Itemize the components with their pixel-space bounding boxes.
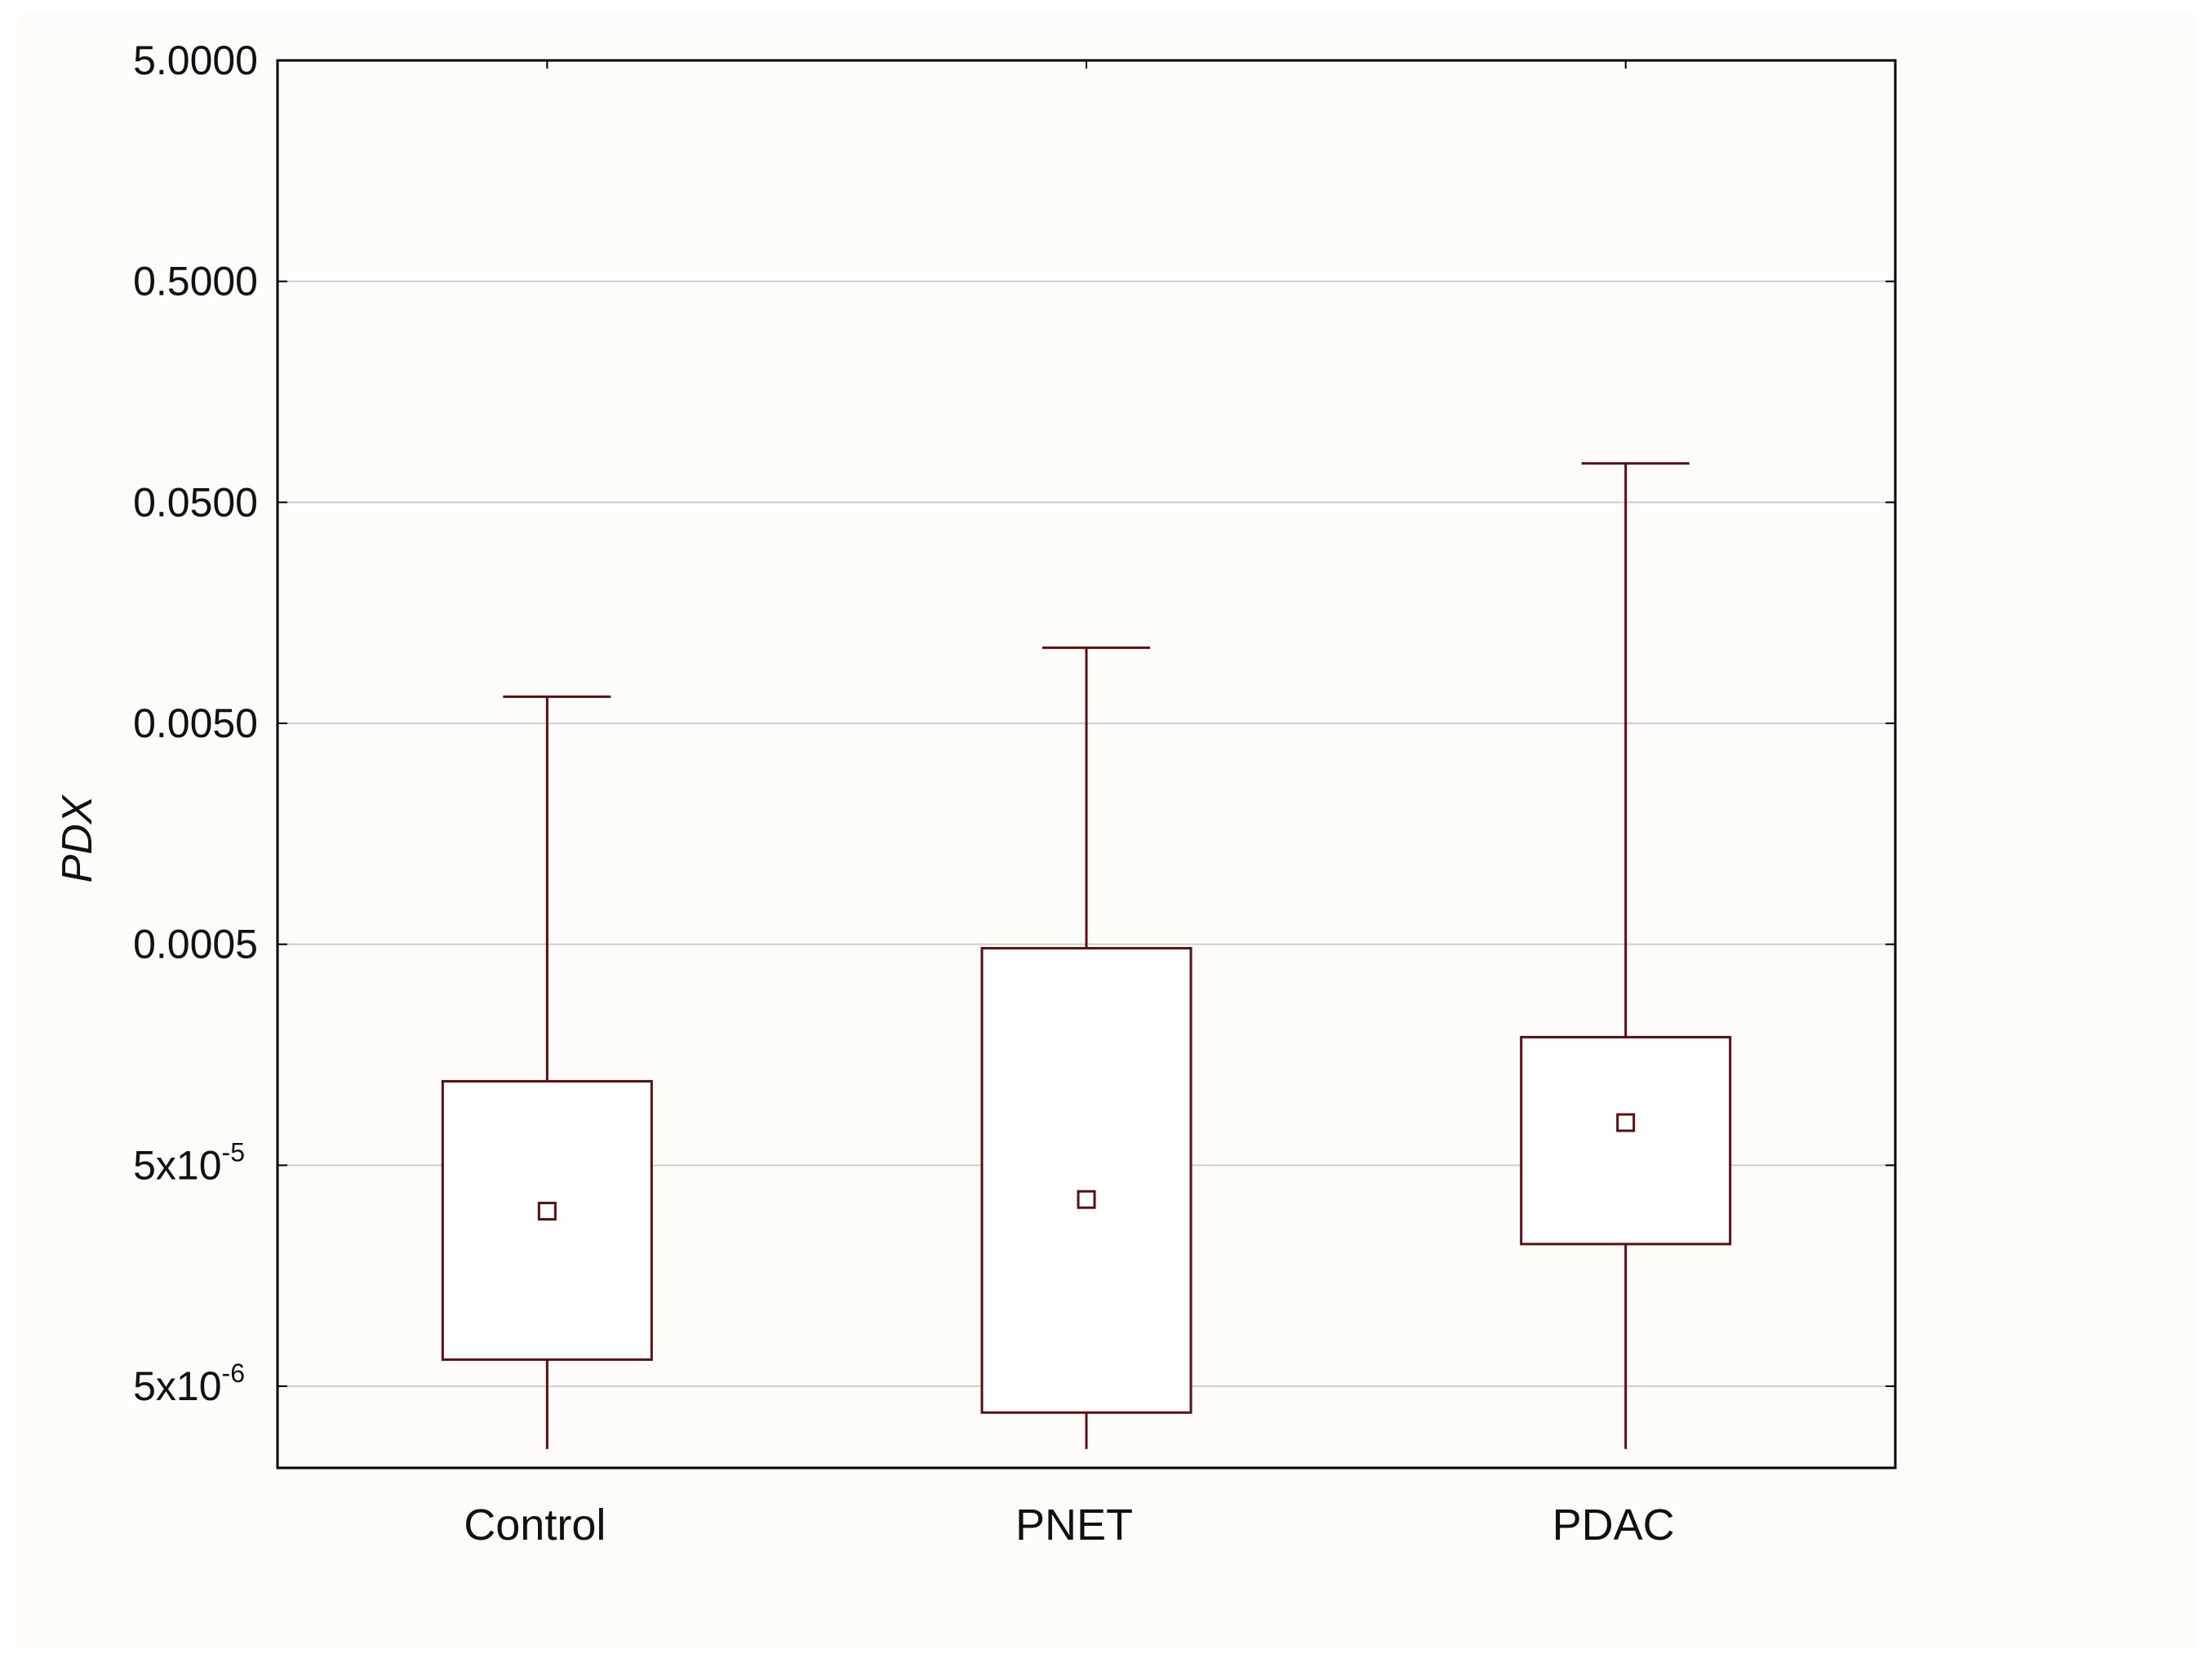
box-series (441, 462, 1732, 1449)
box-pnet (980, 646, 1193, 1449)
box-plot-chart: 5.00000.50000.05000.00500.00055x10-55x10… (54, 38, 1897, 1550)
x-category-label: PNET (1015, 1501, 1133, 1550)
median-marker (1616, 1113, 1636, 1132)
median-marker (1077, 1189, 1096, 1209)
y-tick-label: 5x10-6 (133, 1358, 245, 1409)
box-control (441, 695, 653, 1449)
y-tick-label: 0.0005 (133, 922, 258, 967)
y-tick-label-exponent: -5 (222, 1137, 245, 1167)
box-iqr (1520, 1035, 1732, 1246)
y-tick-label: 5.0000 (133, 38, 258, 83)
chart-frame: 5.0000 0.5000 0.0500 0.0050 0.0005 5x10-5 5x10… (18, 15, 2196, 1647)
median-marker (537, 1202, 557, 1221)
y-tick-label: 0.0050 (133, 700, 258, 746)
box-iqr (980, 946, 1193, 1414)
y-tick-label-base: 5x10 (133, 1142, 221, 1188)
y-tick-label-base: 5x10 (133, 1363, 221, 1409)
x-category-label: Control (464, 1501, 606, 1550)
y-tick-label: 0.5000 (133, 259, 258, 305)
x-category-labels: Control PNET PDAC (464, 60, 1675, 1550)
x-category-label: PDAC (1552, 1501, 1675, 1550)
y-tick-label: 0.0500 (133, 479, 258, 525)
y-ticks: 5.00000.50000.05000.00500.00055x10-55x10… (133, 38, 1895, 1409)
y-axis-title: PDX (54, 794, 101, 883)
y-tick-label: 5x10-5 (133, 1137, 245, 1188)
y-tick-label-exponent: -6 (222, 1358, 245, 1388)
box-pdac (1520, 462, 1732, 1449)
